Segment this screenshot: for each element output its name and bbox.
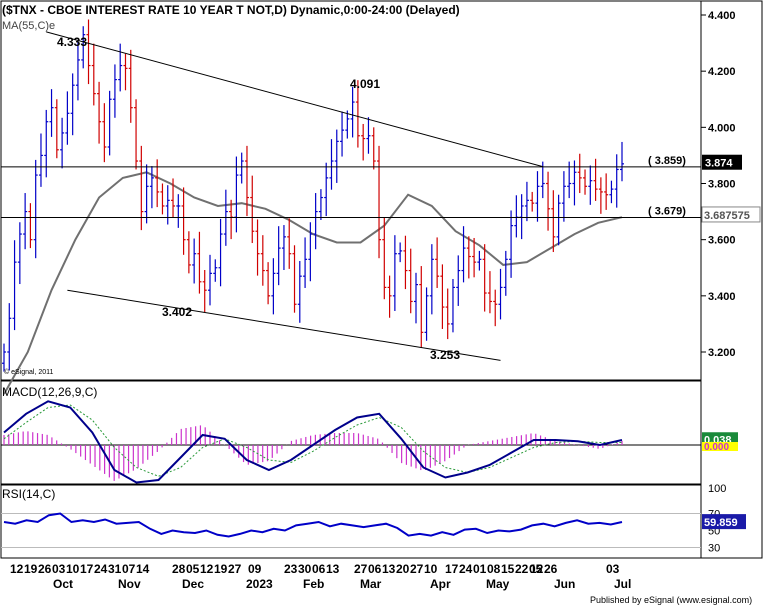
ma-indicator-label: MA(55,C)e <box>2 20 55 32</box>
x-day-label: 19 <box>214 562 228 576</box>
price-annotation: 3.402 <box>162 305 192 319</box>
x-month-label: May <box>486 577 510 591</box>
macd-line <box>3 400 623 484</box>
x-month-label: Oct <box>53 577 73 591</box>
trend-lines: ( 3.859) ( 3.679) <box>1 31 701 361</box>
x-month-label: Mar <box>360 577 382 591</box>
x-day-label: 06 <box>368 562 382 576</box>
rsi-value: 59.859 <box>704 517 738 529</box>
x-day-label: 13 <box>382 562 396 576</box>
chart-title: ($TNX - CBOE INTEREST RATE 10 YEAR T NOT… <box>2 3 460 17</box>
rsi-y-tick-label: 30 <box>708 543 720 555</box>
trendline-lower <box>67 289 501 361</box>
x-month-label: 2023 <box>246 577 273 591</box>
x-day-label: 10 <box>424 562 438 576</box>
rsi-value-box <box>702 514 746 530</box>
x-day-label: 19 <box>24 562 38 576</box>
price-y-tick-label: 4.200 <box>708 66 736 78</box>
x-axis: 12 19 26 03 10 17 24 31 07 14 28 05 12 19 27 09 23 30 06 13… <box>1 557 701 591</box>
x-day-label: 15 <box>501 562 515 576</box>
x-day-label: 07 <box>122 562 136 576</box>
x-day-label: 01 <box>473 562 487 576</box>
last-price-box <box>702 154 742 170</box>
price-annotation: 4.091 <box>350 77 380 91</box>
x-day-label: 03 <box>606 562 620 576</box>
price-annotations: 4.333 4.091 3.402 3.253 3.874 3.687575 <box>57 35 761 362</box>
x-day-label: 05 <box>186 562 200 576</box>
x-day-label: 26 <box>544 562 558 576</box>
rsi-line <box>3 512 623 538</box>
ma-series <box>3 171 623 395</box>
price-y-tick-label: 4.000 <box>708 122 736 134</box>
x-day-label: 12 <box>530 562 544 576</box>
x-day-label: 06 <box>312 562 326 576</box>
x-day-label: 12 <box>10 562 24 576</box>
price-annotation: 3.253 <box>430 348 460 362</box>
x-day-label: 17 <box>80 562 94 576</box>
x-month-label: Feb <box>303 577 324 591</box>
last-price-value: 3.874 <box>705 158 733 170</box>
x-day-label: 13 <box>326 562 340 576</box>
level-label: ( 3.679) <box>648 205 686 217</box>
x-day-label: 14 <box>136 562 150 576</box>
copyright-label: © eSignal, 2011 <box>4 368 54 376</box>
x-month-label: Nov <box>118 577 141 591</box>
x-day-label: 05 <box>529 562 543 576</box>
trendline-upper <box>46 31 543 168</box>
footer-text: Published by eSignal (www.esignal.com) <box>590 595 752 605</box>
macd-signal-value: 0.000 <box>704 442 729 453</box>
price-y-tick-label: 3.600 <box>708 235 736 247</box>
ma-value: 3.687575 <box>704 210 750 222</box>
price-y-tick-label: 4.400 <box>708 10 736 22</box>
macd-label: MACD(12,26,9,C) <box>2 385 97 399</box>
x-day-label: 17 <box>445 562 459 576</box>
x-day-label: 28 <box>172 562 186 576</box>
x-month-label: Dec <box>182 577 204 591</box>
macd-signal-value-box <box>702 442 738 451</box>
x-day-label: 08 <box>487 562 501 576</box>
x-day-label: 22 <box>515 562 529 576</box>
ma-value-box <box>701 206 761 223</box>
price-annotation: 4.333 <box>57 35 87 49</box>
price-bars <box>2 19 624 372</box>
x-day-label: 30 <box>298 562 312 576</box>
x-month-label: Jul <box>614 577 631 591</box>
ma-line <box>3 171 623 395</box>
level-label: ( 3.859) <box>648 155 686 167</box>
y-axis-strip <box>700 0 763 559</box>
x-day-label: 26 <box>38 562 52 576</box>
x-day-label: 27 <box>228 562 242 576</box>
x-day-label: 24 <box>459 562 473 576</box>
x-day-label: 24 <box>94 562 108 576</box>
x-day-label: 27 <box>410 562 424 576</box>
x-day-label: 09 <box>248 562 262 576</box>
price-y-ticks: 4.400 4.200 4.000 3.800 3.600 3.400 3.200 <box>701 10 736 359</box>
price-y-tick-label: 3.400 <box>708 291 736 303</box>
price-y-tick-label: 3.800 <box>708 179 736 191</box>
rsi-label: RSI(14,C) <box>2 487 55 501</box>
macd-signal-line <box>3 404 622 477</box>
x-month-label: Jun <box>554 577 575 591</box>
rsi-series: 10070503059.859 <box>1 483 746 555</box>
x-month-label: Apr <box>430 577 451 591</box>
x-day-label: 23 <box>284 562 298 576</box>
x-day-label: 12 <box>200 562 214 576</box>
rsi-y-tick-label: 100 <box>708 483 726 495</box>
x-day-label: 10 <box>66 562 80 576</box>
x-day-label: 27 <box>354 562 368 576</box>
price-y-tick-label: 3.200 <box>708 347 736 359</box>
x-day-label: 31 <box>108 562 122 576</box>
x-day-label: 20 <box>396 562 410 576</box>
x-day-label: 03 <box>52 562 66 576</box>
